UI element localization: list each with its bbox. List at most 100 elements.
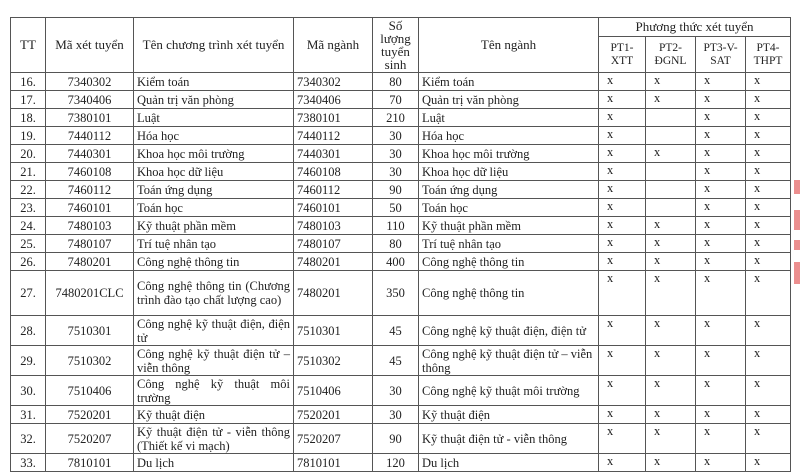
row-number: 31.: [10, 405, 46, 424]
major-name: Kỹ thuật điện: [418, 405, 599, 424]
row-number: 29.: [10, 345, 46, 376]
major-code: 7510301: [293, 315, 373, 346]
table-row: 24. 7480103 Kỹ thuật phần mềm 7480103 110 Kỹ …: [10, 216, 792, 235]
row-number: 26.: [10, 252, 46, 271]
quota: 45: [372, 345, 419, 376]
table-row: 31. 7520201 Kỹ thuật điện 7520201 30 Kỹ thuật…: [10, 405, 792, 424]
quota: 90: [372, 423, 419, 454]
method-pt4-mark: x: [744, 315, 792, 346]
quota: 50: [372, 198, 419, 217]
admission-code: 7440112: [45, 126, 134, 145]
method-pt1-mark: x: [598, 423, 646, 454]
program-name: Luật: [133, 108, 294, 127]
method-pt3-mark: x: [695, 345, 746, 376]
major-name: Công nghệ kỹ thuật điện, điện tử: [418, 315, 599, 346]
method-pt3-mark: x: [695, 405, 746, 424]
header-method-pt1: PT1-XTT: [598, 36, 646, 73]
row-number: 16.: [10, 72, 46, 91]
program-name: Khoa học môi trường: [133, 144, 294, 163]
major-name: Công nghệ thông tin: [418, 252, 599, 271]
method-pt2-mark: [645, 126, 696, 145]
quota: 30: [372, 405, 419, 424]
row-number: 19.: [10, 126, 46, 145]
admission-code: 7480201: [45, 252, 134, 271]
admission-code: 7440301: [45, 144, 134, 163]
admission-code: 7480103: [45, 216, 134, 235]
row-number: 25.: [10, 234, 46, 253]
major-code: 7340406: [293, 90, 373, 109]
method-pt2-mark: [645, 162, 696, 181]
major-name: Công nghệ kỹ thuật điện tử – viễn thông: [418, 345, 599, 376]
method-pt1-mark: x: [598, 144, 646, 163]
header-tt: TT: [10, 17, 46, 73]
table-row: 28. 7510301 Công nghệ kỹ thuật điện, điện …: [10, 315, 792, 346]
method-pt1-mark: x: [598, 162, 646, 181]
table-row: 18. 7380101 Luật 7380101 210 Luật x x x: [10, 108, 792, 127]
method-pt1-mark: x: [598, 108, 646, 127]
admission-code: 7340302: [45, 72, 134, 91]
table-row: 29. 7510302 Công nghệ kỹ thuật điện tử – v…: [10, 345, 792, 376]
quota: 30: [372, 375, 419, 406]
quota: 400: [372, 252, 419, 271]
header-method-pt2: PT2-ĐGNL: [645, 36, 696, 73]
method-pt1-mark: x: [598, 375, 646, 406]
method-pt2-mark: x: [645, 315, 696, 346]
quota: 30: [372, 162, 419, 181]
header-admission-code: Mã xét tuyển: [45, 17, 134, 73]
table-row: 21. 7460108 Khoa học dữ liệu 7460108 30 Khoa …: [10, 162, 792, 181]
quota: 350: [372, 270, 419, 316]
method-pt2-mark: [645, 108, 696, 127]
admission-code: 7460112: [45, 180, 134, 199]
row-number: 23.: [10, 198, 46, 217]
method-pt3-mark: x: [695, 315, 746, 346]
table-row: 27. 7480201CLC Công nghệ thông tin (Chương…: [10, 270, 792, 316]
program-name: Trí tuệ nhân tạo: [133, 234, 294, 253]
method-pt2-mark: [645, 198, 696, 217]
method-pt3-mark: x: [695, 108, 746, 127]
method-pt3-mark: x: [695, 90, 746, 109]
quota: 80: [372, 234, 419, 253]
row-number: 32.: [10, 423, 46, 454]
quota: 210: [372, 108, 419, 127]
red-stamp-mark: [794, 210, 800, 230]
row-number: 18.: [10, 108, 46, 127]
table-row: 20. 7440301 Khoa học môi trường 7440301 30 Kh…: [10, 144, 792, 163]
major-name: Khoa học dữ liệu: [418, 162, 599, 181]
program-name: Quản trị văn phòng: [133, 90, 294, 109]
header-method-pt4: PT4-THPT: [744, 36, 792, 73]
major-name: Quản trị văn phòng: [418, 90, 599, 109]
header-major-code: Mã ngành: [293, 17, 373, 73]
table-row: 16. 7340302 Kiểm toán 7340302 80 Kiểm toán x x x…: [10, 72, 792, 91]
major-name: Kỹ thuật điện tử - viễn thông: [418, 423, 599, 454]
program-name: Công nghệ thông tin: [133, 252, 294, 271]
major-code: 7340302: [293, 72, 373, 91]
method-pt4-mark: x: [744, 270, 792, 316]
quota: 90: [372, 180, 419, 199]
program-name: Toán ứng dụng: [133, 180, 294, 199]
admission-code: 7510406: [45, 375, 134, 406]
program-name: Công nghệ thông tin (Chương trình đào tạ…: [133, 270, 294, 316]
program-name: Toán học: [133, 198, 294, 217]
method-pt2-mark: x: [645, 405, 696, 424]
method-pt3-mark: x: [695, 423, 746, 454]
method-pt3-mark: x: [695, 180, 746, 199]
header-method-pt3: PT3-V-SAT: [695, 36, 746, 73]
method-pt4-mark: x: [744, 72, 792, 91]
major-code: 7510406: [293, 375, 373, 406]
major-name: Luật: [418, 108, 599, 127]
method-pt4-mark: x: [744, 423, 792, 454]
method-pt1-mark: x: [598, 270, 646, 316]
method-pt4-mark: x: [744, 144, 792, 163]
header-admission-methods: Phương thức xét tuyển: [597, 17, 792, 37]
quota: 30: [372, 144, 419, 163]
admission-code: 7480107: [45, 234, 134, 253]
admission-code: 7510302: [45, 345, 134, 376]
method-pt3-mark: x: [695, 216, 746, 235]
method-pt4-mark: x: [744, 126, 792, 145]
method-pt2-mark: x: [645, 72, 696, 91]
major-name: Kỹ thuật phần mềm: [418, 216, 599, 235]
method-pt1-mark: x: [598, 198, 646, 217]
method-pt2-mark: x: [645, 234, 696, 253]
method-pt4-mark: x: [744, 162, 792, 181]
method-pt2-mark: x: [645, 252, 696, 271]
